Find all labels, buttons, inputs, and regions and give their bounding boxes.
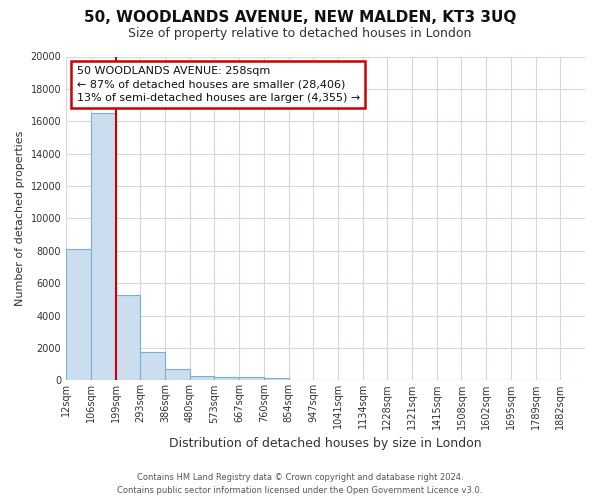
Text: 50, WOODLANDS AVENUE, NEW MALDEN, KT3 3UQ: 50, WOODLANDS AVENUE, NEW MALDEN, KT3 3U…	[84, 10, 516, 25]
Y-axis label: Number of detached properties: Number of detached properties	[15, 131, 25, 306]
Bar	[165, 369, 190, 380]
Bar	[140, 352, 165, 380]
Text: Size of property relative to detached houses in London: Size of property relative to detached ho…	[128, 28, 472, 40]
Bar	[116, 294, 140, 380]
Bar	[190, 376, 214, 380]
X-axis label: Distribution of detached houses by size in London: Distribution of detached houses by size …	[169, 437, 482, 450]
Text: 50 WOODLANDS AVENUE: 258sqm
← 87% of detached houses are smaller (28,406)
13% of: 50 WOODLANDS AVENUE: 258sqm ← 87% of det…	[77, 66, 360, 102]
Bar	[239, 378, 264, 380]
Text: Contains HM Land Registry data © Crown copyright and database right 2024.
Contai: Contains HM Land Registry data © Crown c…	[118, 474, 482, 495]
Bar	[66, 249, 91, 380]
Bar	[214, 377, 239, 380]
Bar	[264, 378, 289, 380]
Bar	[91, 113, 116, 380]
